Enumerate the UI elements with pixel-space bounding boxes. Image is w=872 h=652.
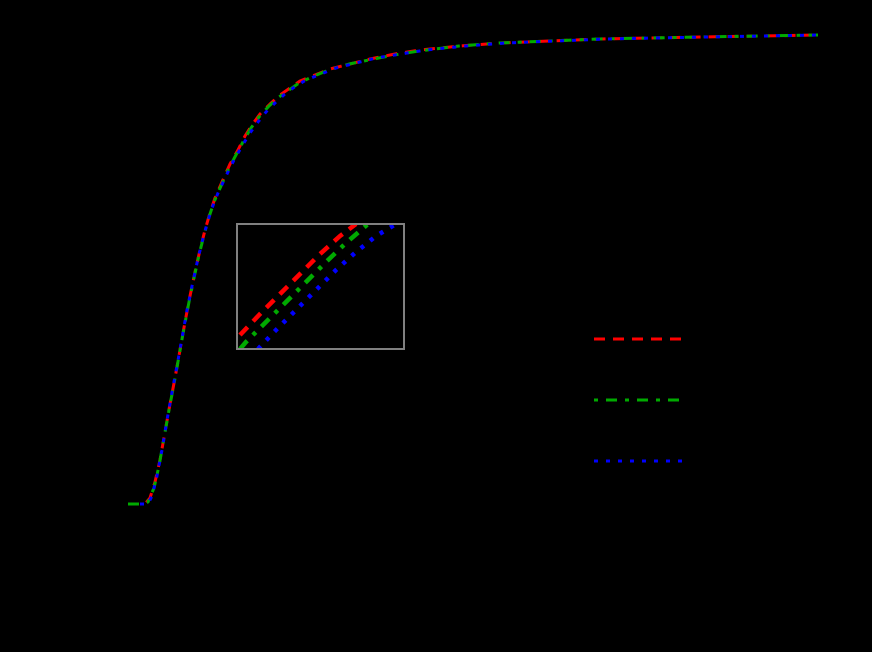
legend [594,337,684,463]
inset-frame [236,223,405,350]
inset-background [237,224,404,349]
inset-series-line-3 [256,224,398,349]
inset-series-line-2 [238,224,370,349]
inset-series-line-1 [238,224,358,337]
inset-zoom-box [236,223,405,350]
series-line-2 [128,33,819,506]
main-plot-series [128,33,819,506]
